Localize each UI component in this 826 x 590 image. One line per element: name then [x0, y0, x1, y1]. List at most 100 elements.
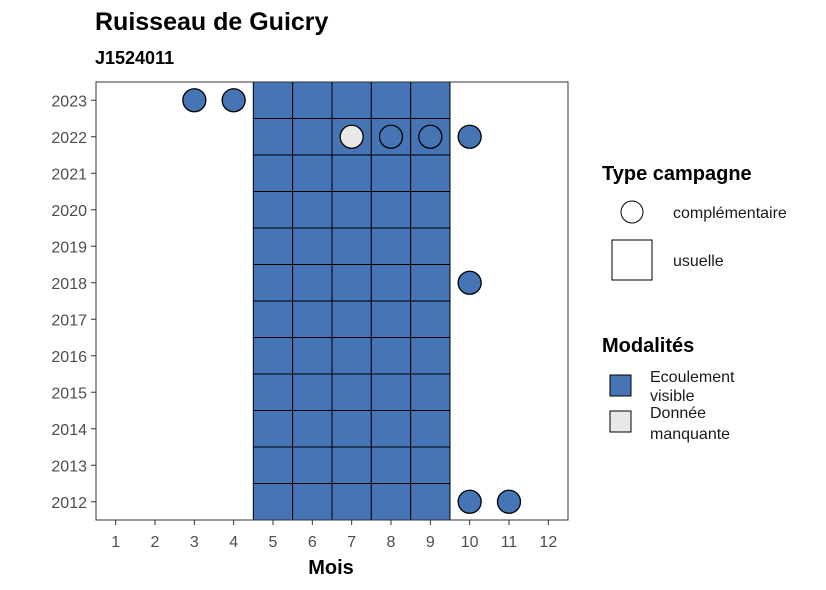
usuelle-tile-2018-9	[410, 264, 451, 302]
usuelle-tile-2017-9	[410, 300, 451, 338]
complementaire-point-2023-3	[182, 88, 207, 113]
legend-label-manquante-line2: manquante	[650, 426, 730, 443]
x-tick-label-3: 3	[190, 534, 199, 551]
usuelle-tile-2019-8	[370, 227, 412, 265]
chart-title: Ruisseau de Guicry	[95, 8, 329, 36]
x-tick-label-10: 10	[461, 534, 479, 551]
complementaire-point-2012-10	[457, 489, 482, 514]
complementaire-point-2022-10	[457, 124, 482, 149]
y-tick-label-2021: 2021	[51, 166, 87, 183]
y-tick-label-2013: 2013	[51, 458, 87, 475]
x-axis-title: Mois	[308, 557, 354, 579]
usuelle-tile-2012-7	[331, 483, 372, 521]
usuelle-tile-2012-5	[252, 483, 294, 521]
usuelle-tile-2016-6	[292, 337, 333, 375]
x-tick-label-5: 5	[269, 534, 278, 551]
y-tick-label-2022: 2022	[51, 130, 87, 147]
usuelle-tile-2019-6	[292, 227, 333, 265]
usuelle-tile-2022-5	[252, 118, 294, 156]
y-tick-label-2018: 2018	[51, 276, 87, 293]
usuelle-tile-2013-6	[292, 446, 333, 484]
usuelle-tile-2019-7	[331, 227, 372, 265]
legend-modalites-title: Modalités	[602, 335, 694, 357]
x-tick-label-12: 12	[539, 534, 557, 551]
plot-area	[95, 81, 569, 521]
usuelle-tile-2017-6	[292, 300, 333, 338]
usuelle-tile-2012-8	[370, 483, 412, 521]
usuelle-tile-2020-9	[410, 191, 451, 229]
y-tick-label-2012: 2012	[51, 495, 87, 512]
usuelle-tile-2015-7	[331, 373, 372, 411]
x-tick-label-8: 8	[387, 534, 396, 551]
y-tick-label-2017: 2017	[51, 312, 87, 329]
legend-label-manquante-line1: Donnée	[650, 405, 706, 422]
y-tick-label-2016: 2016	[51, 349, 87, 366]
x-axis: 1 2 3 4 5 6 7 8 9 10 11 12	[111, 520, 557, 551]
usuelle-tile-2017-5	[252, 300, 294, 338]
legend-label-ecoulement-line1: Ecoulement	[650, 369, 735, 386]
usuelle-tile-2013-7	[331, 446, 372, 484]
usuelle-tile-2015-8	[370, 373, 412, 411]
usuelle-tile-2020-6	[292, 191, 333, 229]
y-tick-label-2014: 2014	[51, 422, 87, 439]
usuelle-tile-2018-7	[331, 264, 372, 302]
usuelle-tile-2015-6	[292, 373, 333, 411]
usuelle-tile-2012-9	[410, 483, 451, 521]
usuelle-tile-2020-7	[331, 191, 372, 229]
usuelle-tile-2013-9	[410, 446, 451, 484]
y-axis: 2012 2013 2014 2015 2016 2017 2018 2019 2020 2021…	[51, 93, 96, 512]
usuelle-tile-2016-9	[410, 337, 451, 375]
usuelle-tile-2020-8	[370, 191, 412, 229]
x-tick-label-6: 6	[308, 534, 317, 551]
usuelle-tile-2023-7	[331, 81, 372, 119]
usuelle-tile-2016-5	[252, 337, 294, 375]
legend-type-label-usuelle: usuelle	[673, 253, 724, 270]
legend-modalites: Modalités Ecoulement visible Donnée manq…	[602, 335, 735, 443]
usuelle-tile-2021-8	[370, 154, 412, 192]
usuelle-tile-2012-6	[292, 483, 333, 521]
usuelle-tile-2013-5	[252, 446, 294, 484]
usuelle-tile-2023-8	[370, 81, 412, 119]
legend-key-donnee-manquante	[609, 410, 632, 433]
usuelle-tile-2021-5	[252, 154, 294, 192]
legend-label-ecoulement-line2: visible	[650, 388, 695, 405]
usuelle-tile-2013-8	[370, 446, 412, 484]
plot-border	[95, 81, 569, 521]
x-tick-label-9: 9	[426, 534, 435, 551]
usuelle-tile-2016-7	[331, 337, 372, 375]
x-tick-label-11: 11	[501, 534, 518, 551]
legend-square-key	[611, 239, 653, 281]
usuelle-tile-2014-9	[410, 410, 451, 448]
usuelle-tile-2014-5	[252, 410, 294, 448]
usuelle-tile-2023-9	[410, 81, 451, 119]
legend-circle-key	[620, 200, 644, 224]
usuelle-tile-2022-6	[292, 118, 333, 156]
usuelle-tile-2019-5	[252, 227, 294, 265]
usuelle-tile-2018-8	[370, 264, 412, 302]
y-tick-label-2019: 2019	[51, 239, 87, 256]
chart-subtitle: J1524011	[95, 48, 174, 68]
legend-type-title: Type campagne	[602, 163, 752, 185]
y-tick-label-2023: 2023	[51, 93, 87, 110]
y-tick-label-2020: 2020	[51, 203, 87, 220]
complementaire-point-2018-10	[457, 270, 482, 295]
usuelle-tile-2017-8	[370, 300, 412, 338]
complementaire-point-2012-11	[496, 489, 522, 514]
usuelle-tile-2021-6	[292, 154, 333, 192]
usuelle-tile-2015-9	[410, 373, 451, 411]
complementaire-point-2023-4	[221, 88, 246, 113]
complementaire-point-2022-7	[339, 124, 364, 149]
complementaire-point-2022-8	[378, 124, 404, 149]
usuelle-tile-2015-5	[252, 373, 294, 411]
usuelle-tile-2014-6	[292, 410, 333, 448]
usuelle-tile-2014-7	[331, 410, 372, 448]
complementaire-point-2022-9	[418, 124, 443, 149]
usuelle-tile-2016-8	[370, 337, 412, 375]
usuelle-tile-2018-6	[292, 264, 333, 302]
usuelle-tile-2018-5	[252, 264, 294, 302]
usuelle-tile-2023-6	[292, 81, 333, 119]
usuelle-tile-2019-9	[410, 227, 451, 265]
usuelle-tile-2021-9	[410, 154, 451, 192]
usuelle-tile-2020-5	[252, 191, 294, 229]
usuelle-tile-2017-7	[331, 300, 372, 338]
